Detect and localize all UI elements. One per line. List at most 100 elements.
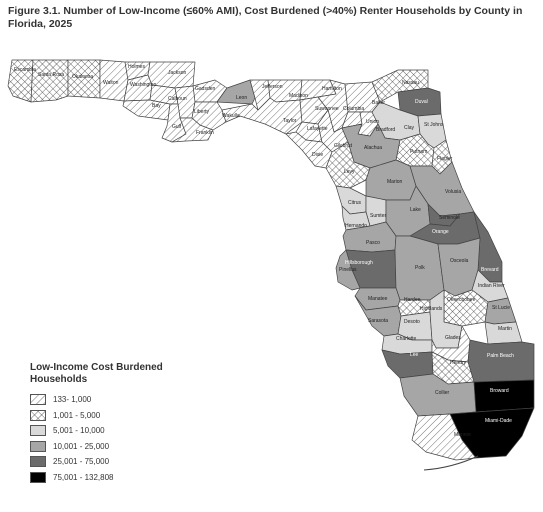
label-orange: Orange (432, 229, 449, 235)
label-baker: Baker (372, 100, 385, 106)
label-martin: Martin (498, 326, 512, 332)
label-st-lucie: St Lucie (492, 305, 510, 311)
label-duval: Duval (415, 99, 428, 105)
label-sumter: Sumter (370, 213, 386, 219)
label-highlands: Highlands (420, 306, 443, 312)
county-santa-rosa (30, 59, 69, 103)
legend-label: 5,001 - 10,000 (53, 426, 105, 436)
legend-item: 10,001 - 25,000 (30, 439, 190, 455)
legend: Low-Income Cost Burdened Households 133-… (30, 362, 190, 485)
label-gadsden: Gadsden (195, 86, 216, 92)
county-monroe-keys (423, 455, 479, 471)
label-citrus: Citrus (348, 200, 362, 206)
label-bradford: Bradford (376, 127, 395, 133)
legend-item: 75,001 - 132,808 (30, 470, 190, 486)
county-taylor (221, 97, 303, 135)
county-broward (473, 379, 535, 413)
label-columbia: Columbia (343, 106, 364, 112)
label-hendry: Hendry (450, 360, 467, 366)
label-bay: Bay (152, 103, 161, 109)
label-madison: Madison (289, 93, 308, 99)
label-lee: Lee (410, 352, 419, 358)
legend-swatch-medium-gray (30, 440, 46, 452)
label-palm-beach: Palm Beach (487, 353, 514, 359)
legend-swatch-cross-hatch (30, 409, 46, 421)
label-nassau: Nassau (402, 80, 419, 86)
legend-swatch-dark-gray (30, 456, 46, 468)
label-gulf: Gulf (172, 124, 182, 130)
label-miami-dade: Miami-Dade (485, 418, 512, 424)
county-pinellas (335, 249, 361, 291)
label-putnam: Putnam (410, 149, 427, 155)
label-jefferson: Jefferson (262, 84, 283, 90)
label-brevard: Brevard (481, 267, 499, 273)
label-leon: Leon (236, 95, 247, 101)
label-dixie: Dixie (312, 152, 323, 158)
label-st-johns: St Johns (424, 122, 444, 128)
label-hillsborough: Hillsborough (345, 260, 373, 266)
label-hardee: Hardee (404, 297, 421, 303)
county-st-lucie (484, 297, 517, 325)
label-walton: Walton (103, 80, 119, 86)
label-polk: Polk (415, 265, 425, 271)
legend-item: 5,001 - 10,000 (30, 423, 190, 439)
legend-swatch-light-gray (30, 425, 46, 437)
label-okaloosa: Okaloosa (72, 74, 93, 80)
label-marion: Marion (387, 179, 403, 185)
label-okeechobee: Okeechobee (447, 297, 476, 303)
label-gilchrist: Gilchrist (334, 143, 353, 149)
county-monroe (411, 413, 477, 461)
county-martin (484, 321, 523, 345)
label-washington: Washington (130, 82, 156, 88)
label-union: Union (366, 119, 379, 125)
label-santa-rosa: Santa Rosa (38, 72, 64, 78)
county-palm-beach (467, 339, 535, 383)
county-lee (381, 349, 434, 379)
legend-swatch-black (30, 471, 46, 483)
legend-label: 10,001 - 25,000 (53, 441, 110, 451)
label-volusia: Volusia (445, 189, 461, 195)
legend-item: 1,001 - 5,000 (30, 408, 190, 424)
county-bay (122, 99, 171, 121)
label-monroe: Monroe (454, 432, 471, 438)
label-pinellas: Pinellas (339, 267, 357, 273)
label-taylor: Taylor (283, 118, 297, 124)
label-franklin: Franklin (196, 130, 214, 136)
legend-title: Low-Income Cost Burdened Households (30, 362, 163, 385)
label-flagler: Flagler (437, 156, 453, 162)
label-desoto: Desoto (404, 319, 420, 325)
label-alachua: Alachua (364, 145, 382, 151)
label-sarasota: Sarasota (368, 318, 388, 324)
label-hernando: Hernando (345, 223, 367, 229)
legend-label: 133- 1,000 (53, 395, 92, 405)
label-broward: Broward (490, 388, 509, 394)
legend-label: 75,001 - 132,808 (53, 472, 114, 482)
county-escambia (7, 59, 34, 103)
figure-title: Figure 3.1. Number of Low-Income (≤60% A… (8, 5, 523, 30)
label-hamilton: Hamilton (322, 86, 342, 92)
label-lafayette: Lafayette (307, 126, 328, 132)
label-manatee: Manatee (368, 296, 388, 302)
label-escambia: Escambia (14, 67, 36, 73)
label-jackson: Jackson (168, 70, 187, 76)
county-leon (216, 79, 256, 105)
legend-label: 1,001 - 5,000 (53, 410, 101, 420)
label-suwannee: Suwannee (315, 106, 339, 112)
label-pasco: Pasco (366, 240, 380, 246)
label-indian-river: Indian River (478, 283, 505, 289)
label-clay: Clay (404, 125, 415, 131)
label-collier: Collier (435, 390, 450, 396)
label-holmes: Holmes (128, 64, 145, 70)
label-liberty: Liberty (194, 109, 210, 115)
legend-item: 25,001 - 75,000 (30, 454, 190, 470)
legend-label: 25,001 - 75,000 (53, 457, 110, 467)
legend-swatch-diagonal-hatch (30, 394, 46, 406)
label-seminole: Seminole (439, 215, 460, 221)
legend-item: 133- 1,000 (30, 392, 190, 408)
label-lake: Lake (410, 207, 421, 213)
label-osceola: Osceola (450, 258, 469, 264)
label-levy: Levy (344, 169, 355, 175)
label-calhoun: Calhoun (168, 96, 187, 102)
label-charlotte: Charlotte (396, 336, 417, 342)
